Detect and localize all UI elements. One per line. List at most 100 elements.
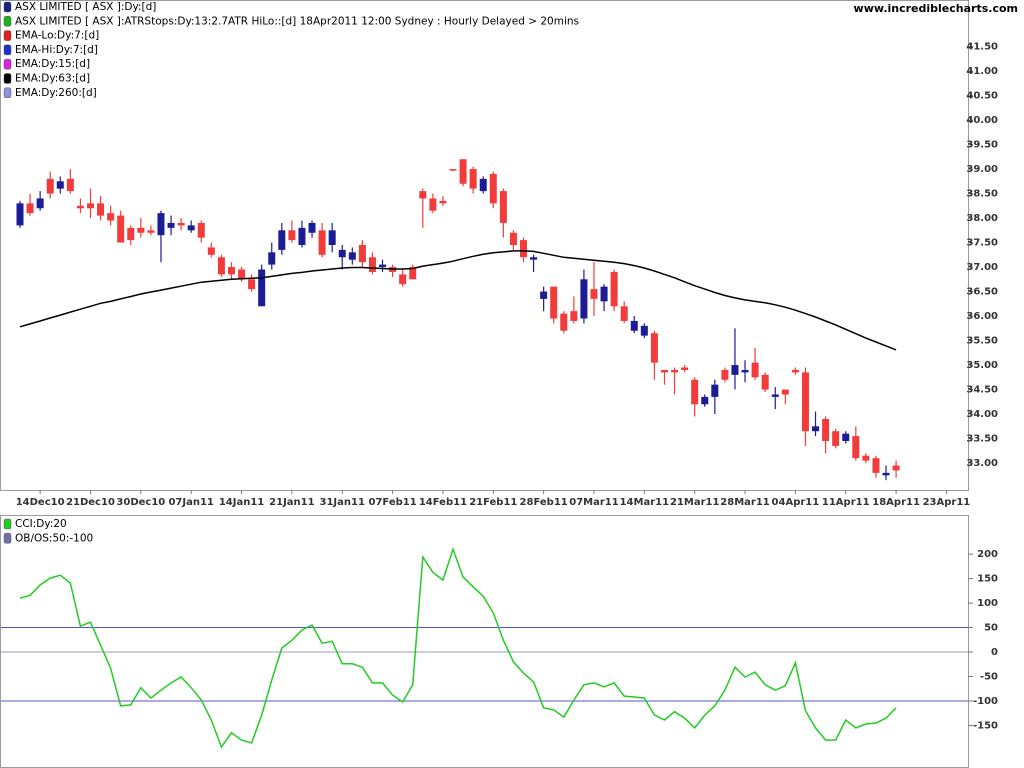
candle-body xyxy=(701,396,709,405)
legend-label: ASX LIMITED [ ASX ]:Dy:[d] xyxy=(15,1,156,13)
x-tick-label: 11Apr11 xyxy=(822,497,870,508)
y-tick-label: 33.00 xyxy=(966,458,998,469)
x-tick-label: 21Dec10 xyxy=(66,497,115,508)
candle-body xyxy=(66,178,74,192)
candle-body xyxy=(892,465,900,471)
legend-swatch xyxy=(3,87,12,99)
x-tick-label: 28Mar11 xyxy=(720,497,770,508)
candle-body xyxy=(177,222,185,226)
legend-swatch xyxy=(3,533,12,544)
candle-body xyxy=(147,230,155,233)
legend-swatch xyxy=(3,16,12,27)
x-tick-label: 14Dec10 xyxy=(16,497,65,508)
candle-body xyxy=(721,369,729,380)
candle-body xyxy=(852,436,860,459)
candle-body xyxy=(660,369,668,373)
candle-body xyxy=(791,369,799,373)
candle-body xyxy=(711,384,719,397)
candle-body xyxy=(308,222,316,233)
candle-body xyxy=(338,249,346,258)
y-tick-label: 50 xyxy=(984,623,998,634)
candle-body xyxy=(409,267,417,280)
y-tick-label: 38.50 xyxy=(966,189,998,200)
x-tick-label: 14Mar11 xyxy=(620,497,670,508)
candle-body xyxy=(761,374,769,390)
y-tick-label: 37.50 xyxy=(966,238,998,249)
legend-label: ASX LIMITED [ ASX ]:ATRStops:Dy:13:2.7AT… xyxy=(15,15,579,27)
y-tick-label: 36.00 xyxy=(966,311,998,322)
candle-body xyxy=(540,291,548,299)
candle-body xyxy=(187,225,195,231)
y-tick-label: 33.50 xyxy=(966,434,998,445)
candle-body xyxy=(590,289,598,299)
y-tick-label: 37.00 xyxy=(966,262,998,273)
candle-body xyxy=(258,269,266,307)
candle-body xyxy=(862,455,870,461)
y-tick-label: 100 xyxy=(977,598,998,609)
legend-swatch xyxy=(3,1,12,13)
x-tick-label: 14Jan11 xyxy=(219,497,264,508)
candle-body xyxy=(509,232,517,245)
candle-body xyxy=(358,245,366,263)
y-tick-label: 38.00 xyxy=(966,213,998,224)
x-tick-label: 07Mar11 xyxy=(569,497,619,508)
candle-body xyxy=(801,372,809,432)
candle-body xyxy=(328,230,336,245)
candle-body xyxy=(872,458,880,473)
candle-body xyxy=(217,257,225,275)
candle-body xyxy=(741,369,749,373)
price-panel xyxy=(0,0,969,491)
candle-body xyxy=(127,227,135,241)
y-tick-label: -50 xyxy=(980,671,998,682)
candle-body xyxy=(248,279,256,290)
candle-body xyxy=(479,178,487,192)
site-name: www.incrediblecharts.com xyxy=(854,2,1018,15)
y-tick-label: 35.50 xyxy=(966,336,998,347)
candle-body xyxy=(318,230,326,255)
x-tick-label: 31Jan11 xyxy=(320,497,365,508)
candle-body xyxy=(771,394,779,397)
candle-body xyxy=(691,379,699,405)
candle-body xyxy=(56,181,64,189)
legend-swatch xyxy=(3,73,12,84)
candle-body xyxy=(459,159,467,184)
candle-body xyxy=(379,264,387,268)
candle-body xyxy=(499,191,507,223)
x-tick-label: 07Feb11 xyxy=(368,497,416,508)
y-tick-label: 36.50 xyxy=(966,287,998,298)
y-tick-label: 41.50 xyxy=(966,42,998,53)
y-tick-label: 40.50 xyxy=(966,91,998,102)
candle-body xyxy=(268,252,276,265)
y-tick-label: 150 xyxy=(977,574,998,585)
x-tick-label: 28Feb11 xyxy=(520,497,568,508)
y-tick-label: 35.00 xyxy=(966,360,998,371)
candle-body xyxy=(117,215,125,243)
x-tick-label: 21Mar11 xyxy=(670,497,720,508)
legend-label: EMA-Hi:Dy:7:[d] xyxy=(15,44,98,56)
candle-body xyxy=(157,213,165,236)
candle-body xyxy=(469,169,477,189)
candle-body xyxy=(46,178,54,194)
x-tick-label: 23Apr11 xyxy=(923,497,971,508)
cci-line xyxy=(19,547,897,749)
legend-swatch xyxy=(3,30,12,41)
legend-label: EMA-Lo:Dy:7:[d] xyxy=(15,30,99,42)
y-tick-label: -100 xyxy=(973,696,998,707)
candle-body xyxy=(882,472,890,476)
candle-body xyxy=(781,389,789,395)
legend-swatch xyxy=(3,44,12,56)
candle-body xyxy=(197,222,205,238)
candle-body xyxy=(26,203,34,214)
candle-body xyxy=(681,367,689,370)
candle-body xyxy=(76,205,84,209)
candle-body xyxy=(812,426,820,432)
x-tick-label: 04Apr11 xyxy=(772,497,820,508)
candle-body xyxy=(640,325,648,336)
candle-body xyxy=(167,222,175,228)
legend-label: CCI:Dy:20 xyxy=(15,518,67,530)
candle-body xyxy=(580,279,588,319)
x-tick-label: 30Dec10 xyxy=(116,497,165,508)
y-tick-label: 34.50 xyxy=(966,385,998,396)
candle-body xyxy=(439,200,447,204)
